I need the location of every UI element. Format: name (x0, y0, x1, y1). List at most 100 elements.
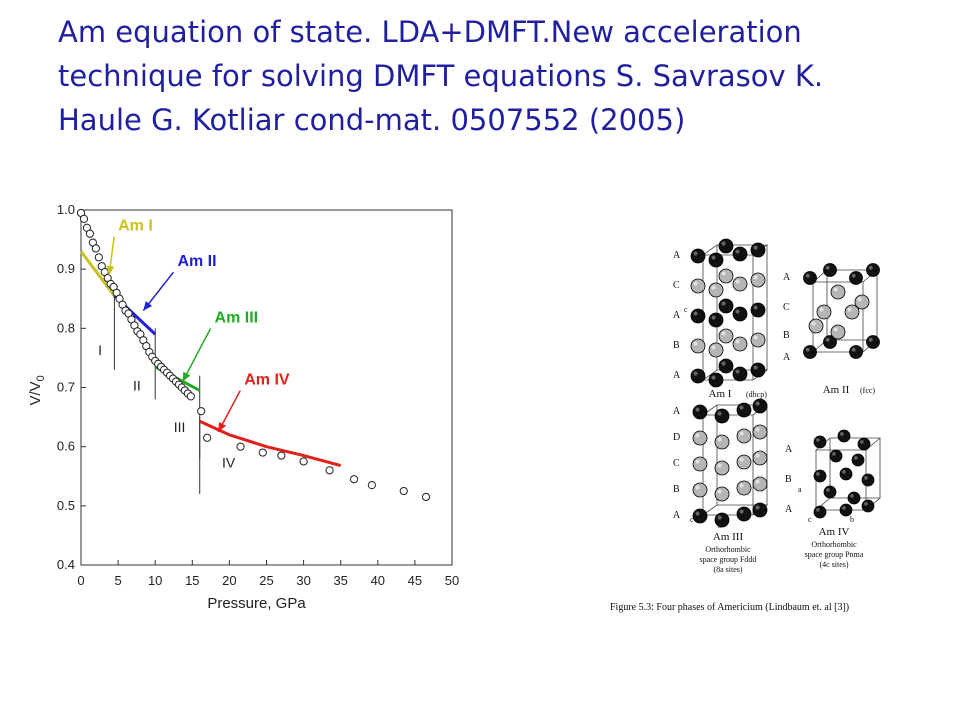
stacking-label: B (783, 330, 790, 341)
atom-dark (714, 408, 730, 424)
y-axis-label-main: V/V (27, 381, 44, 405)
atom-highlight (711, 345, 716, 350)
atom-highlight (693, 281, 698, 286)
experimental-point (197, 407, 206, 416)
axis-a-label: a (694, 375, 698, 384)
atom-light (692, 482, 708, 498)
panel-note-line: (4c sites) (819, 560, 848, 569)
atom-highlight (721, 331, 726, 336)
atom-highlight (695, 511, 700, 516)
atom-highlight (721, 271, 726, 276)
atom-highlight (833, 327, 838, 332)
atom-light (708, 342, 724, 358)
atom-dark (813, 469, 827, 483)
y-axis-label: V/V0 (27, 375, 47, 405)
stacking-label: A (673, 370, 681, 381)
atom-highlight (693, 341, 698, 346)
atom-highlight (717, 411, 722, 416)
atom-highlight (735, 339, 740, 344)
atom-highlight (755, 453, 760, 458)
atom-highlight (711, 285, 716, 290)
axis-b-label: b (718, 521, 722, 530)
atom-highlight (840, 432, 844, 436)
atom-highlight (842, 470, 846, 474)
atom-highlight (693, 371, 698, 376)
panel-title-am-ii: Am II (823, 384, 850, 396)
atom-dark (861, 473, 875, 487)
atom-light (752, 424, 768, 440)
atom-dark (839, 503, 853, 517)
atom-light (816, 304, 832, 320)
x-tick-label: 50 (445, 573, 459, 588)
atom-highlight (864, 502, 868, 506)
atom-highlight (695, 407, 700, 412)
stacking-label: C (783, 302, 790, 313)
atom-dark (849, 271, 863, 285)
atom-highlight (805, 347, 810, 352)
atom-highlight (735, 369, 740, 374)
y-tick-label: 0.8 (57, 320, 75, 335)
atom-light (692, 456, 708, 472)
experimental-point (399, 486, 408, 496)
experimental-point (349, 475, 359, 484)
atom-dark (803, 271, 817, 285)
y-tick-label: 0.5 (57, 498, 75, 513)
atom-light (752, 450, 768, 466)
atom-dark (849, 345, 863, 359)
x-tick-label: 25 (259, 573, 273, 588)
atom-highlight (717, 489, 722, 494)
atom-highlight (816, 438, 820, 442)
atom-dark (750, 242, 766, 258)
stacking-label: B (673, 484, 680, 495)
panel-note: (dhcp) (746, 390, 767, 399)
experimental-point (258, 448, 267, 457)
atom-light (692, 430, 708, 446)
y-tick-label: 1.0 (57, 202, 75, 217)
panel-note-line: Orthorhombic (705, 545, 751, 554)
x-tick-label: 0 (77, 573, 84, 588)
y-tick-label: 0.7 (57, 380, 75, 395)
atom-dark (813, 505, 827, 519)
experimental-point (421, 492, 431, 502)
atom-highlight (833, 287, 838, 292)
atom-dark (851, 453, 865, 467)
atom-light (736, 480, 752, 496)
atom-dark (714, 512, 730, 528)
experimental-point (236, 442, 245, 451)
atom-dark (803, 345, 817, 359)
atom-dark (690, 248, 706, 264)
atom-dark (708, 372, 724, 388)
atom-dark (718, 358, 734, 374)
atom-highlight (693, 311, 698, 316)
panel-title-am-iii: Am III (713, 531, 744, 543)
atom-dark (692, 404, 708, 420)
y-axis-label-sub: 0 (35, 375, 47, 381)
atom-light (732, 336, 748, 352)
atom-highlight (735, 249, 740, 254)
stacking-label: C (673, 280, 680, 291)
atom-highlight (857, 297, 862, 302)
axis-b-label: b (850, 515, 854, 524)
atom-dark (823, 263, 837, 277)
y-tick-label: 0.9 (57, 261, 75, 276)
axis-a-label: a (798, 485, 802, 494)
annotation-label: Am II (177, 253, 216, 270)
atom-highlight (739, 457, 744, 462)
stacking-label: A (783, 272, 791, 283)
x-tick-label: 5 (114, 573, 121, 588)
atom-light (714, 460, 730, 476)
atom-highlight (753, 335, 758, 340)
annotation-arrowhead (182, 371, 191, 382)
experimental-point (203, 433, 212, 442)
annotation-arrowhead (143, 301, 153, 311)
atom-light (854, 294, 870, 310)
atom-dark (690, 308, 706, 324)
atom-highlight (816, 508, 820, 512)
x-tick-label: 15 (185, 573, 199, 588)
atom-light (752, 476, 768, 492)
stacking-label: A (673, 510, 681, 521)
atom-light (732, 276, 748, 292)
stacking-label: A (785, 504, 793, 515)
slide-title: Am equation of state. LDA+DMFT.New accel… (58, 10, 948, 142)
